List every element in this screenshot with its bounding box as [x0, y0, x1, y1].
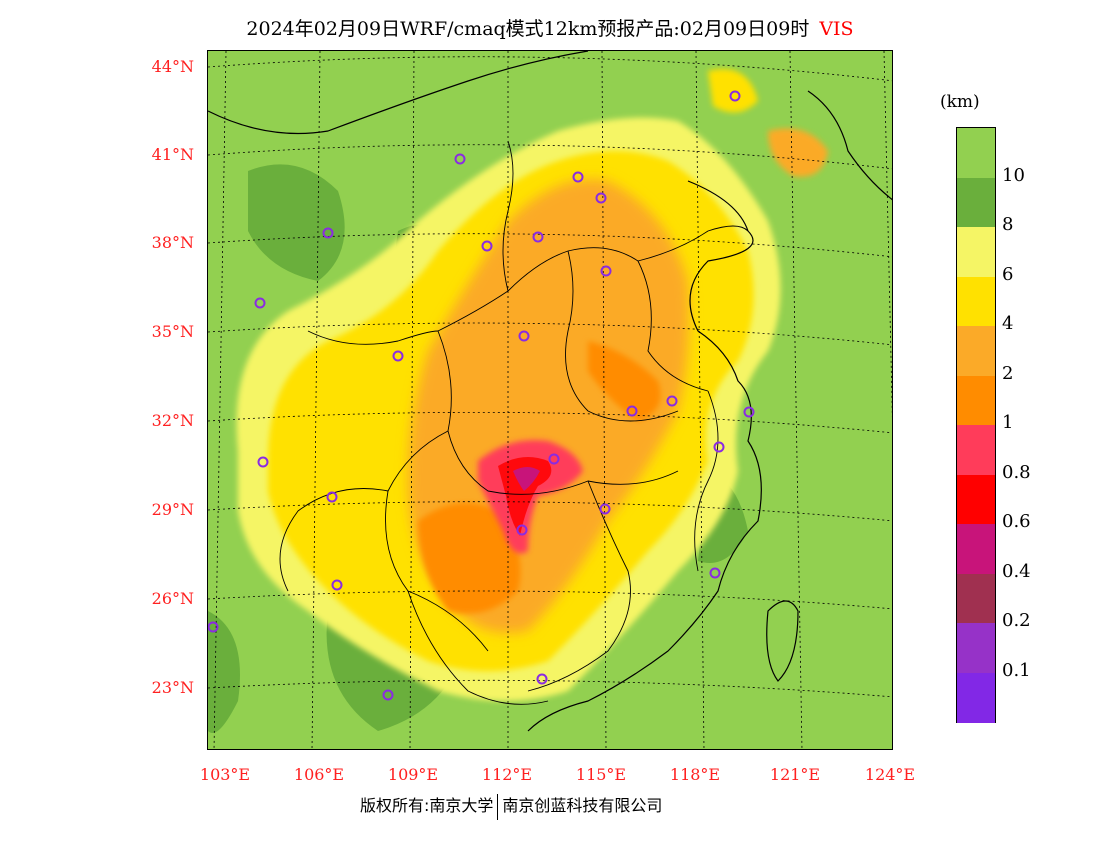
- legend-label: 4: [1002, 313, 1014, 334]
- lon-label-109: 109°E: [387, 765, 439, 784]
- lat-label-23: 23°N: [151, 678, 194, 697]
- lon-label-121: 121°E: [769, 765, 821, 784]
- lon-label-112: 112°E: [481, 765, 533, 784]
- lat-label-26: 26°N: [151, 589, 194, 608]
- legend-swatch: [957, 573, 995, 624]
- field-vis-0.6: [498, 457, 552, 536]
- legend-swatch: [957, 672, 995, 723]
- visibility-map: [208, 51, 892, 749]
- field-vis-1-south: [418, 503, 521, 614]
- legend-swatch: [957, 425, 995, 475]
- legend-swatch: [957, 128, 995, 178]
- lat-label-38: 38°N: [151, 233, 194, 252]
- legend-unit: (km): [940, 92, 980, 112]
- legend-label: 6: [1002, 263, 1014, 285]
- field-vis-4-n: [708, 69, 758, 113]
- legend-label: 0.2: [1002, 610, 1031, 631]
- lon-label-115: 115°E: [575, 765, 627, 784]
- legend-swatch: [957, 474, 995, 525]
- longitude-grid: [213, 51, 892, 749]
- lat-label-29: 29°N: [151, 500, 194, 519]
- title-text: 2024年02月09日WRF/cmaq模式12km预报产品:02月09日09时: [246, 18, 810, 40]
- legend-label: 0.4: [1002, 560, 1031, 582]
- legend-swatch: [957, 227, 995, 277]
- lat-label-32: 32°N: [151, 411, 194, 430]
- legend-swatch: [957, 177, 995, 228]
- coastline: [208, 51, 892, 732]
- province-borders: [279, 140, 749, 705]
- field-vis-2-ne: [768, 128, 828, 177]
- lon-label-118: 118°E: [669, 765, 721, 784]
- legend-swatch: [957, 326, 995, 376]
- field-vis-0.4: [513, 467, 540, 491]
- lon-label-124: 124°E: [864, 765, 916, 784]
- lat-label-44: 44°N: [151, 57, 194, 76]
- copyright-text: 版权所有:南京大学 南京创蓝科技有限公司: [360, 792, 662, 820]
- copyright-separator: [497, 793, 499, 820]
- lon-label-106: 106°E: [293, 765, 345, 784]
- station-markers: [208, 90, 755, 701]
- legend-label: 0.1: [1002, 659, 1031, 681]
- copyright-left: 版权所有:南京大学: [360, 796, 494, 815]
- legend-label: 8: [1002, 214, 1014, 235]
- legend-label: 0.8: [1002, 461, 1031, 483]
- copyright-right: 南京创蓝科技有限公司: [502, 796, 663, 815]
- lat-label-35: 35°N: [151, 322, 194, 341]
- color-legend: [956, 127, 996, 723]
- legend-label: 0.6: [1002, 511, 1031, 532]
- map-title: 2024年02月09日WRF/cmaq模式12km预报产品:02月09日09时 V…: [0, 14, 1100, 41]
- legend-swatch: [957, 524, 995, 574]
- lon-label-103: 103°E: [199, 765, 251, 784]
- field-vis-1-east: [588, 341, 661, 421]
- lat-label-41: 41°N: [151, 145, 194, 164]
- legend-label: 1: [1002, 412, 1014, 433]
- legend-label: 2: [1002, 362, 1014, 384]
- legend-swatch: [957, 276, 995, 327]
- legend-label: 10: [1002, 164, 1025, 186]
- legend-swatch: [957, 623, 995, 673]
- variable-name: VIS: [819, 18, 854, 40]
- legend-swatch: [957, 375, 995, 426]
- map-panel: [207, 50, 893, 750]
